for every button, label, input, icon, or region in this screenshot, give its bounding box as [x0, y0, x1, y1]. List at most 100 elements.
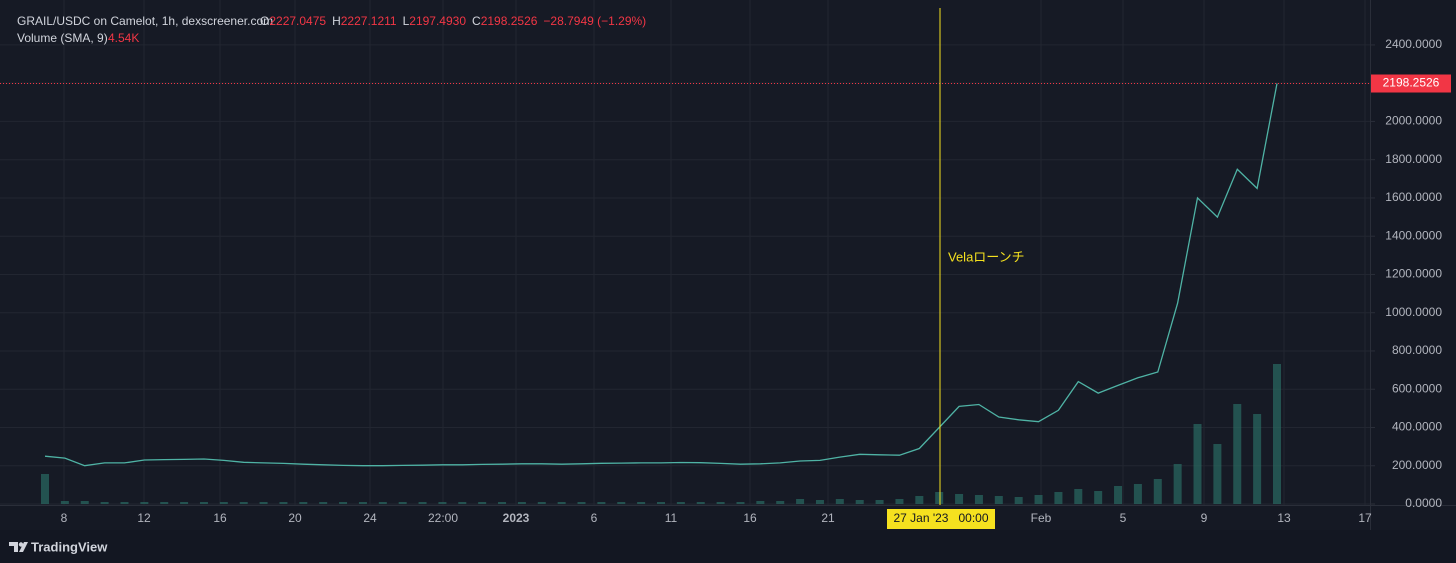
ohlc-value: 2198.2526 [481, 14, 538, 28]
volume-bar [716, 502, 725, 504]
x-tick-label: 11 [665, 511, 678, 525]
volume-bar [875, 500, 884, 504]
legend-title: GRAIL/USDC on Camelot, 1h, dexscreener.c… [17, 14, 273, 28]
x-tick-label: 13 [1277, 511, 1291, 525]
y-tick-label: 600.0000 [1392, 381, 1442, 395]
volume-bar [1153, 479, 1162, 504]
y-tick-label: 1200.0000 [1385, 267, 1442, 281]
volume-bar [358, 502, 367, 504]
y-tick-label: 2400.0000 [1385, 37, 1442, 51]
volume-bar [756, 501, 765, 504]
volume-bar [199, 502, 208, 504]
x-tick-label: 12 [137, 511, 151, 525]
volume-bar [160, 502, 169, 504]
volume-bar [458, 502, 467, 504]
volume-bar [676, 502, 685, 504]
volume-bar [279, 502, 288, 504]
x-tick-label: 16 [743, 511, 757, 525]
y-tick-label: 1800.0000 [1385, 152, 1442, 166]
x-tick-label: 2023 [503, 511, 530, 525]
volume-bar [1094, 491, 1103, 504]
volume-bar [1014, 497, 1023, 504]
volume-bar [657, 502, 665, 504]
volume-bar [1034, 495, 1043, 504]
volume-bar [915, 496, 924, 504]
event-annotation: Velaローンチ [948, 249, 1025, 264]
volume-bar [1114, 486, 1123, 504]
volume-bar [339, 502, 348, 504]
volume-bar [776, 501, 785, 504]
volume-bar [537, 502, 546, 504]
volume-bar [617, 502, 626, 504]
volume-bar [696, 502, 705, 504]
y-tick-label: 800.0000 [1392, 343, 1442, 357]
legend-ohlc: O2227.0475 H2227.1211 L2197.4930 C2198.2526… [260, 14, 646, 28]
ohlc-key: H [332, 14, 341, 28]
x-tick-label: 20 [288, 511, 302, 525]
volume-bar [935, 492, 944, 504]
y-tick-label: 1400.0000 [1385, 228, 1442, 242]
ohlc-key: L [403, 14, 410, 28]
volume-bar [60, 501, 69, 504]
volume-bar [796, 499, 805, 504]
y-tick-label: 2000.0000 [1385, 114, 1442, 128]
volume-bar [577, 502, 586, 504]
price-line [44, 83, 1278, 467]
volume-bar [597, 502, 606, 504]
volume-bar [378, 502, 387, 504]
volume-bar [835, 499, 844, 504]
ohlc-value: 2227.0475 [269, 14, 326, 28]
volume-bar [1173, 464, 1182, 504]
volume-bar [100, 502, 109, 504]
volume-bar [140, 502, 149, 504]
x-tick-label: 9 [1201, 511, 1208, 525]
event-date-label: 27 Jan '23 00:00 [893, 511, 988, 525]
volume-bar [259, 502, 268, 504]
y-tick-label: 1600.0000 [1385, 190, 1442, 204]
x-tick-label: 16 [213, 511, 227, 525]
x-tick-label: 17 [1358, 511, 1372, 525]
volume-label: Volume (SMA, 9) [17, 31, 108, 45]
volume-bar [517, 502, 526, 504]
volume-bar [557, 502, 566, 504]
volume-bar [815, 500, 824, 504]
x-tick-label: 5 [1120, 511, 1127, 525]
volume-bar [994, 496, 1003, 504]
volume-bar [398, 502, 407, 504]
volume-bar [637, 502, 646, 504]
brand: TradingView [31, 539, 108, 554]
brand-logo [9, 542, 28, 552]
volume-bar [319, 502, 328, 504]
volume-bar [1054, 492, 1063, 504]
y-tick-label: 400.0000 [1392, 420, 1442, 434]
last-price-label: 2198.2526 [1383, 76, 1440, 90]
x-tick-label: 6 [591, 511, 598, 525]
volume-bar [1213, 444, 1222, 504]
x-tick-label: Feb [1031, 511, 1052, 525]
volume-bar [1074, 489, 1083, 504]
volume-bar [1233, 404, 1242, 504]
volume-bar [895, 499, 904, 504]
y-tick-label: 200.0000 [1392, 458, 1442, 472]
volume-bar [438, 502, 447, 504]
volume-bar [120, 502, 129, 504]
volume-bar [855, 500, 864, 504]
x-tick-label: 21 [821, 511, 835, 525]
event-date-tag [887, 509, 995, 529]
volume-bar [180, 502, 189, 504]
volume-bar [1193, 424, 1202, 504]
volume-sma: 4.54K [108, 31, 139, 45]
ohlc-value: 2197.4930 [409, 14, 466, 28]
volume-bar [41, 474, 49, 504]
volume-bar [955, 494, 964, 504]
footer [0, 530, 1456, 563]
ohlc-key: C [472, 14, 481, 28]
y-tick-label: 1000.0000 [1385, 305, 1442, 319]
volume-bar [219, 502, 228, 504]
volume-bar [498, 502, 507, 504]
volume-bar [1133, 484, 1142, 504]
x-tick-label: 24 [363, 511, 377, 525]
ohlc-value: 2227.1211 [341, 14, 397, 28]
